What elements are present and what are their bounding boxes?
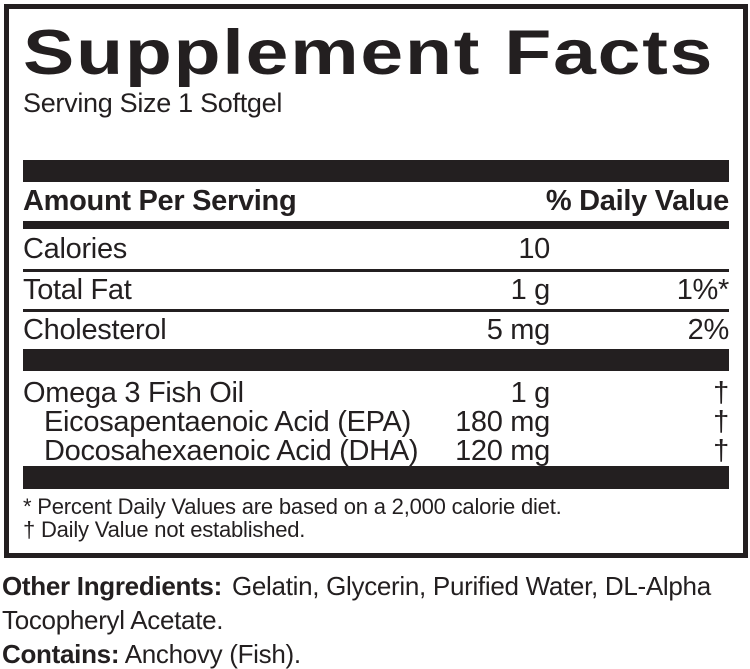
other-ingredients-label: Other Ingredients: bbox=[2, 571, 222, 601]
nutrient-amount: 1 g bbox=[510, 274, 551, 306]
contains-statement: Contains: Anchovy (Fish). bbox=[2, 637, 726, 669]
nutrient-dv-dagger: † bbox=[713, 377, 729, 409]
nutrient-row-omega3: Omega 3 Fish Oil 1 g † bbox=[23, 379, 729, 408]
nutrient-name: Omega 3 Fish Oil bbox=[23, 377, 244, 409]
nutrient-name: Docosahexaenoic Acid (DHA) bbox=[44, 435, 419, 467]
column-header-row: Amount Per Serving % Daily Value bbox=[23, 182, 729, 221]
supplement-facts-panel: Supplement Facts Serving Size 1 Softgel … bbox=[4, 4, 748, 558]
nutrient-row-cholesterol: Cholesterol 5 mg 2% bbox=[23, 309, 729, 349]
nutrient-dv-dagger: † bbox=[713, 435, 729, 467]
divider-thick-bottom bbox=[23, 466, 729, 489]
contains-value: Anchovy (Fish). bbox=[124, 639, 301, 669]
footnote-dagger: † Daily Value not established. bbox=[23, 517, 306, 542]
nutrient-name: Cholesterol bbox=[23, 314, 167, 346]
nutrient-name: Calories bbox=[23, 232, 127, 265]
amount-per-serving-header: Amount Per Serving bbox=[23, 185, 297, 217]
divider-thick-top bbox=[23, 160, 729, 182]
nutrient-name: Eicosapentaenoic Acid (EPA) bbox=[44, 406, 411, 438]
omega-rows: Omega 3 Fish Oil 1 g † Eicosapentaenoic … bbox=[23, 371, 729, 466]
nutrient-dv-dagger: † bbox=[713, 406, 729, 438]
nutrient-amount: 5 mg bbox=[486, 314, 551, 346]
nutrient-rows: Calories 10 Total Fat 1 g 1%* Cholestero… bbox=[23, 229, 729, 349]
nutrient-row-total-fat: Total Fat 1 g 1%* bbox=[23, 269, 729, 309]
nutrient-row-dha: Docosahexaenoic Acid (DHA) 120 mg † bbox=[23, 437, 729, 466]
nutrient-amount: 10 bbox=[518, 232, 550, 265]
daily-value-header: % Daily Value bbox=[545, 185, 729, 217]
panel-title: Supplement Facts bbox=[23, 18, 715, 88]
footnote-daily-values: * Percent Daily Values are based on a 2,… bbox=[23, 494, 562, 519]
serving-size: Serving Size 1 Softgel bbox=[23, 88, 283, 118]
below-panel-text: Other Ingredients: Gelatin, Glycerin, Pur… bbox=[2, 569, 726, 669]
divider-thick-middle bbox=[23, 349, 729, 371]
other-ingredients: Other Ingredients: Gelatin, Glycerin, Pur… bbox=[2, 569, 726, 637]
nutrient-row-epa: Eicosapentaenoic Acid (EPA) 180 mg † bbox=[23, 408, 729, 437]
nutrient-name: Total Fat bbox=[23, 274, 132, 306]
nutrient-amount: 180 mg bbox=[455, 406, 550, 438]
other-ingredients-list: Gelatin, Glycerin, Purified Water, DL-Al… bbox=[2, 571, 711, 635]
nutrient-dv: 1%* bbox=[676, 274, 730, 306]
nutrient-amount: 120 mg bbox=[455, 435, 550, 467]
footnotes: * Percent Daily Values are based on a 2,… bbox=[23, 495, 729, 541]
contains-label: Contains: bbox=[2, 639, 120, 669]
divider-medium bbox=[23, 221, 729, 229]
nutrient-dv: 2% bbox=[687, 314, 730, 346]
nutrient-amount: 1 g bbox=[510, 377, 551, 409]
nutrient-row-calories: Calories 10 bbox=[23, 229, 729, 269]
